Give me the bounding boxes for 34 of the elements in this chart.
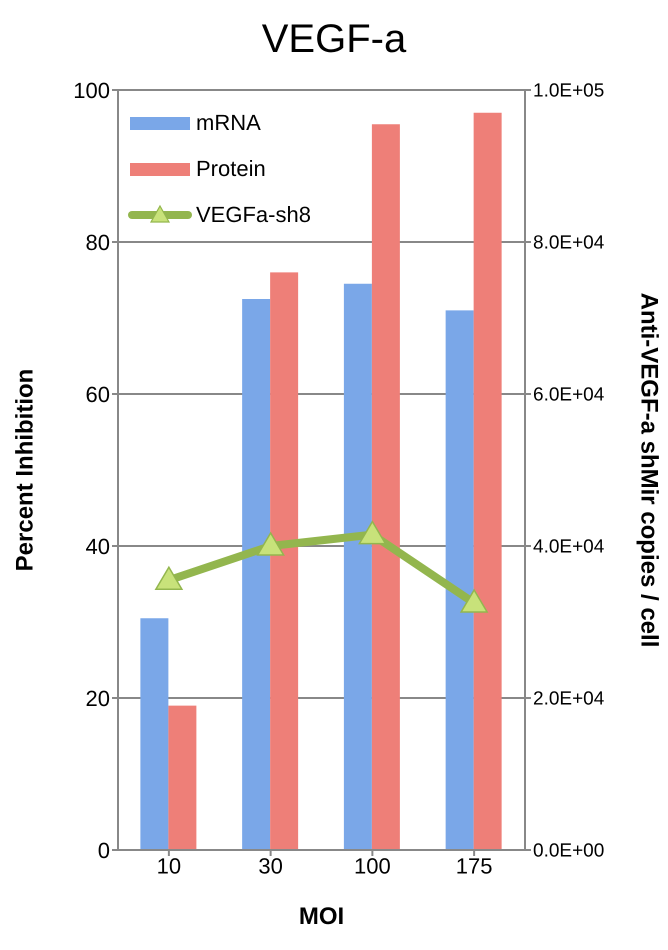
x-tick-label: 100 <box>354 854 391 879</box>
y2-tick-label: 1.0E+05 <box>533 80 604 102</box>
y-tick-label: 20 <box>86 686 110 711</box>
y2-axis-title: Anti-VEGF-a shMir copies / cell <box>635 292 662 648</box>
y-tick-label: 0 <box>98 838 110 863</box>
y2-tick-label: 4.0E+04 <box>533 536 605 558</box>
y2-tick-label: 6.0E+04 <box>533 384 605 406</box>
bar <box>140 618 168 850</box>
y2-tick-label: 2.0E+04 <box>533 688 605 710</box>
bar <box>270 272 298 850</box>
bar <box>168 706 196 850</box>
y-tick-label: 40 <box>86 534 110 559</box>
y-tick-label: 60 <box>86 382 110 407</box>
legend-label: VEGFa-sh8 <box>196 202 311 228</box>
y-tick-label: 100 <box>73 78 110 103</box>
x-tick-label: 10 <box>156 854 182 879</box>
y-axis-title: Percent Inhibition <box>12 368 39 572</box>
bar <box>372 124 400 850</box>
legend-label: mRNA <box>196 110 261 136</box>
bar <box>344 284 372 850</box>
point <box>155 566 183 590</box>
y2-tick-label: 8.0E+04 <box>533 232 605 254</box>
bar <box>446 310 474 850</box>
x-axis-title: MOI <box>298 903 344 930</box>
point <box>460 589 488 613</box>
bar <box>242 299 270 850</box>
y2-tick-label: 0.0E+00 <box>533 840 604 862</box>
legend-label: Protein <box>196 156 266 182</box>
point <box>256 532 284 556</box>
x-tick-label: 175 <box>456 854 492 879</box>
chart-title: VEGF-a <box>260 16 408 63</box>
y-tick-label: 80 <box>86 230 110 255</box>
x-tick-label: 30 <box>258 854 283 879</box>
bar <box>474 112 502 850</box>
